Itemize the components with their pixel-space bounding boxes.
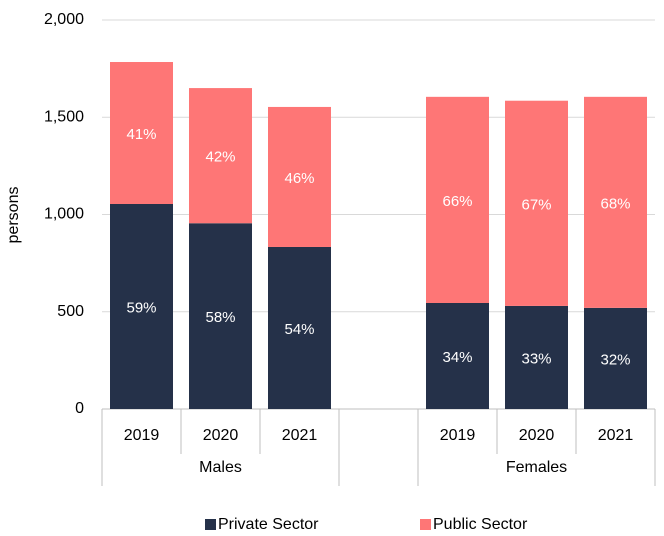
value-label: 58% <box>205 309 235 326</box>
x-tick-label: 2021 <box>598 427 634 444</box>
y-axis-label: persons <box>5 187 22 244</box>
bar-segment <box>268 246 331 409</box>
group-label: Males <box>199 459 242 476</box>
value-label: 67% <box>521 196 551 213</box>
value-label: 68% <box>600 195 630 212</box>
x-tick-label: 2020 <box>519 427 555 444</box>
group-label: Females <box>506 459 567 476</box>
legend-label: Private Sector <box>218 516 319 533</box>
y-tick-label: 2,000 <box>44 11 84 28</box>
x-tick-label: 2019 <box>440 427 476 444</box>
value-label: 42% <box>205 149 235 166</box>
bar-segment <box>505 100 568 306</box>
bar-segment <box>505 305 568 409</box>
value-label: 34% <box>442 349 472 366</box>
value-label: 66% <box>442 193 472 210</box>
bar-segment <box>426 96 489 303</box>
value-label: 59% <box>126 299 156 316</box>
bar-segment <box>426 302 489 409</box>
x-tick-label: 2021 <box>282 427 318 444</box>
x-tick-label: 2020 <box>203 427 239 444</box>
y-tick-label: 1,500 <box>44 108 84 125</box>
value-label: 32% <box>600 351 630 368</box>
value-label: 33% <box>521 350 551 367</box>
x-tick-label: 2019 <box>124 427 160 444</box>
bar-segment <box>189 88 252 224</box>
bar-segment <box>268 106 331 247</box>
bar-segment <box>584 307 647 409</box>
legend-label: Public Sector <box>433 516 528 533</box>
y-tick-label: 0 <box>75 400 84 417</box>
value-label: 41% <box>126 126 156 143</box>
value-label: 54% <box>284 321 314 338</box>
bar-segment <box>110 62 173 204</box>
value-label: 46% <box>284 170 314 187</box>
y-tick-label: 1,000 <box>44 206 84 223</box>
bar-segment <box>110 203 173 409</box>
y-tick-label: 500 <box>57 303 84 320</box>
legend-swatch <box>205 519 216 530</box>
bar-segment <box>189 223 252 409</box>
bar-segment <box>584 96 647 308</box>
legend-swatch <box>420 519 431 530</box>
